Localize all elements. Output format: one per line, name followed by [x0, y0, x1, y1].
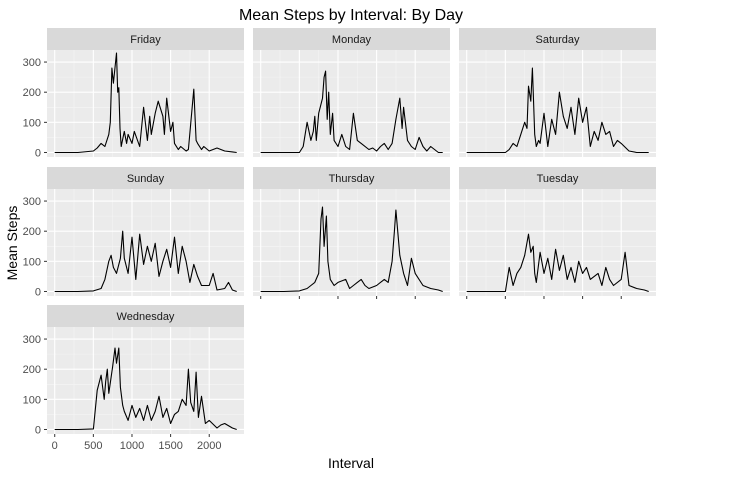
facet-strip-label: Monday: [332, 34, 372, 46]
series-line: [466, 67, 649, 154]
y-tick-label: 0: [35, 147, 41, 159]
facet-strip-label: Friday: [130, 34, 161, 46]
y-axis-title: Mean Steps: [4, 206, 20, 281]
facet-thursday: Thursday: [253, 167, 450, 299]
panel-background: [459, 50, 656, 157]
x-axis-title: Interval: [328, 455, 374, 471]
facet-strip: [47, 305, 244, 327]
y-tick-label: 0: [35, 424, 41, 436]
y-tick-label: 300: [23, 334, 41, 346]
x-tick-label: 2000: [197, 440, 221, 452]
series-line: [54, 230, 237, 293]
y-tick-label: 200: [23, 87, 41, 99]
facet-strip: [459, 167, 656, 189]
x-tick-label: 0: [52, 440, 58, 452]
facet-strip-label: Tuesday: [537, 173, 579, 185]
facet-sunday: Sunday 0 100 200 300: [23, 167, 244, 298]
series-line: [54, 347, 237, 431]
panel-background: [47, 327, 244, 434]
facet-strip: [459, 28, 656, 50]
facet-tuesday: Tuesday: [459, 167, 656, 299]
facet-strip: [253, 167, 450, 189]
facet-panels: Friday 0 100 200 300 Monday Saturday Sunday 0 100…: [23, 28, 656, 452]
y-tick-label: 300: [23, 57, 41, 69]
panel-background: [459, 189, 656, 296]
facet-saturday: Saturday: [459, 28, 656, 157]
facet-strip: [47, 167, 244, 189]
facet-wednesday: Wednesday 0 100 200 300 0 500 1000 1500 2000: [23, 305, 244, 452]
x-tick-label: 1000: [120, 440, 144, 452]
panel-background: [253, 189, 450, 296]
x-tick-label: 500: [84, 440, 102, 452]
series-line: [260, 206, 443, 293]
y-tick-label: 300: [23, 196, 41, 208]
facet-strip-label: Wednesday: [117, 311, 175, 323]
facet-strip-label: Thursday: [329, 173, 375, 185]
y-tick-label: 200: [23, 226, 41, 238]
series-line: [260, 70, 443, 154]
y-tick-label: 100: [23, 394, 41, 406]
y-tick-label: 100: [23, 117, 41, 129]
facet-strip: [47, 28, 244, 50]
facet-strip: [253, 28, 450, 50]
chart-title: Mean Steps by Interval: By Day: [239, 7, 463, 24]
y-tick-label: 100: [23, 256, 41, 268]
series-line: [466, 233, 649, 293]
panel-background: [253, 50, 450, 157]
y-tick-label: 0: [35, 286, 41, 298]
y-tick-label: 200: [23, 364, 41, 376]
facet-monday: Monday: [253, 28, 450, 157]
facet-strip-label: Sunday: [127, 173, 165, 185]
panel-background: [47, 50, 244, 157]
x-tick-label: 1500: [158, 440, 182, 452]
series-line: [54, 52, 237, 154]
facet-strip-label: Saturday: [535, 34, 580, 46]
facet-friday: Friday 0 100 200 300: [23, 28, 244, 159]
